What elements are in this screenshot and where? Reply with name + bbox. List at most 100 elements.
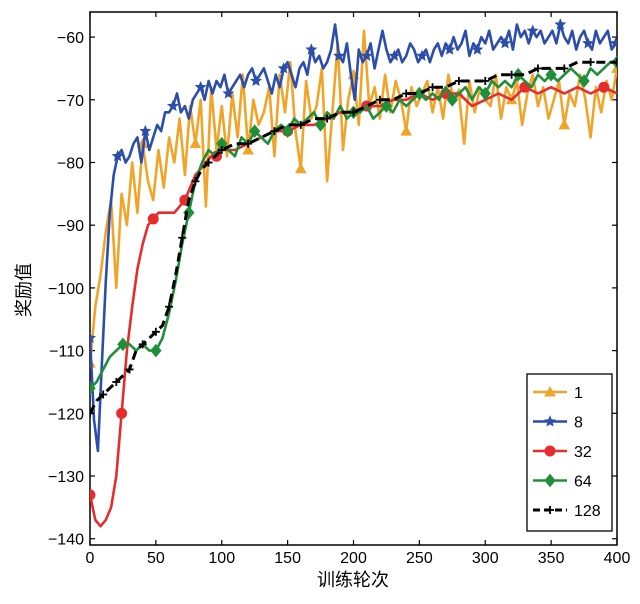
data-point-128 (296, 120, 305, 129)
data-point-1 (400, 125, 413, 136)
data-point-128 (204, 158, 213, 167)
x-tick-label: 250 (406, 550, 433, 567)
data-point-128 (151, 327, 160, 336)
legend-marker-64 (544, 473, 556, 488)
x-tick-label: 150 (274, 550, 301, 567)
data-point-1 (558, 118, 571, 130)
data-point-128 (349, 108, 358, 117)
y-tick-label: −140 (48, 532, 84, 549)
data-point-128 (178, 233, 187, 242)
data-point-128 (99, 390, 108, 399)
data-point-128 (191, 177, 200, 186)
y-tick-label: −90 (57, 218, 84, 235)
legend-marker-128 (546, 506, 554, 514)
y-tick-label: −60 (57, 30, 84, 47)
legend-marker-1 (544, 385, 556, 397)
x-tick-label: 50 (147, 550, 165, 567)
data-point-128 (481, 76, 490, 85)
data-point-1 (189, 137, 202, 149)
data-point-64 (545, 67, 557, 82)
data-point-128 (507, 70, 516, 79)
x-tick-label: 350 (538, 550, 565, 567)
data-point-128 (560, 64, 569, 73)
data-point-64 (150, 343, 162, 358)
y-tick-label: −120 (48, 406, 84, 423)
x-tick-label: 400 (604, 550, 631, 567)
data-point-32 (147, 213, 159, 225)
data-point-64 (314, 118, 327, 132)
data-point-128 (125, 365, 134, 374)
data-point-8 (333, 49, 346, 61)
x-tick-label: 200 (340, 550, 367, 567)
legend-label-8: 8 (574, 415, 583, 432)
x-tick-label: 0 (86, 550, 95, 567)
axis-ticks (89, 12, 618, 545)
data-point-8 (90, 331, 97, 344)
data-point-64 (578, 74, 590, 88)
y-tick-label: −70 (57, 93, 84, 110)
data-point-8 (166, 99, 180, 112)
data-point-128 (613, 58, 617, 67)
legend-label-64: 64 (574, 474, 592, 491)
x-axis-title: 训练轮次 (317, 570, 389, 591)
series-line-128 (90, 60, 617, 415)
data-point-8 (609, 37, 617, 49)
legend: 1 8 32 64 128 (526, 373, 613, 532)
data-point-1 (242, 143, 254, 155)
y-tick-label: −110 (49, 344, 84, 361)
series-8 (90, 18, 617, 453)
data-point-128 (217, 145, 226, 154)
data-point-128 (402, 89, 411, 98)
data-point-8 (277, 62, 290, 74)
data-point-8 (139, 124, 152, 137)
data-point-32 (598, 81, 610, 93)
legend-box (526, 373, 613, 532)
data-point-64 (479, 86, 491, 101)
data-point-64 (90, 381, 96, 396)
data-point-128 (428, 83, 437, 92)
series-128 (90, 58, 617, 418)
data-point-64 (446, 93, 458, 107)
data-point-8 (222, 87, 235, 99)
series-line-8 (90, 23, 617, 453)
data-point-8 (305, 43, 318, 55)
legend-label-1: 1 (574, 385, 583, 402)
legend-marker-8 (543, 415, 557, 427)
legend-label-32: 32 (574, 444, 592, 461)
x-tick-label: 100 (208, 550, 235, 567)
x-tick-label: 300 (472, 550, 499, 567)
data-point-128 (454, 76, 463, 85)
tick-labels: 0 50 100 150 200 250 300 350 400 −60 −70 −80 −90 −100… (48, 30, 630, 567)
legend-label-128: 128 (574, 503, 601, 520)
data-point-128 (90, 409, 94, 418)
data-point-8 (194, 80, 207, 93)
data-point-1 (294, 162, 307, 174)
data-point-8 (360, 49, 373, 61)
data-point-128 (244, 139, 253, 148)
y-axis-title: 奖励值 (14, 263, 35, 317)
data-point-8 (499, 37, 512, 49)
series-layer (90, 18, 617, 528)
data-point-128 (375, 95, 384, 104)
data-point-32 (116, 407, 128, 419)
data-point-128 (165, 302, 174, 311)
y-tick-label: −130 (48, 469, 84, 486)
legend-marker-32 (544, 445, 556, 457)
data-point-128 (586, 58, 595, 67)
data-point-8 (526, 24, 539, 36)
data-point-8 (249, 74, 263, 87)
data-point-32 (90, 489, 96, 501)
data-point-64 (117, 337, 129, 352)
data-point-128 (533, 64, 542, 73)
data-point-8 (443, 43, 456, 55)
data-point-64 (281, 124, 294, 138)
data-point-8 (471, 43, 484, 55)
data-point-8 (388, 49, 401, 61)
data-point-8 (416, 49, 429, 61)
y-tick-label: −100 (48, 281, 84, 298)
data-point-64 (249, 124, 261, 138)
data-point-8 (554, 18, 567, 30)
data-point-128 (323, 114, 332, 123)
data-point-128 (112, 377, 121, 386)
